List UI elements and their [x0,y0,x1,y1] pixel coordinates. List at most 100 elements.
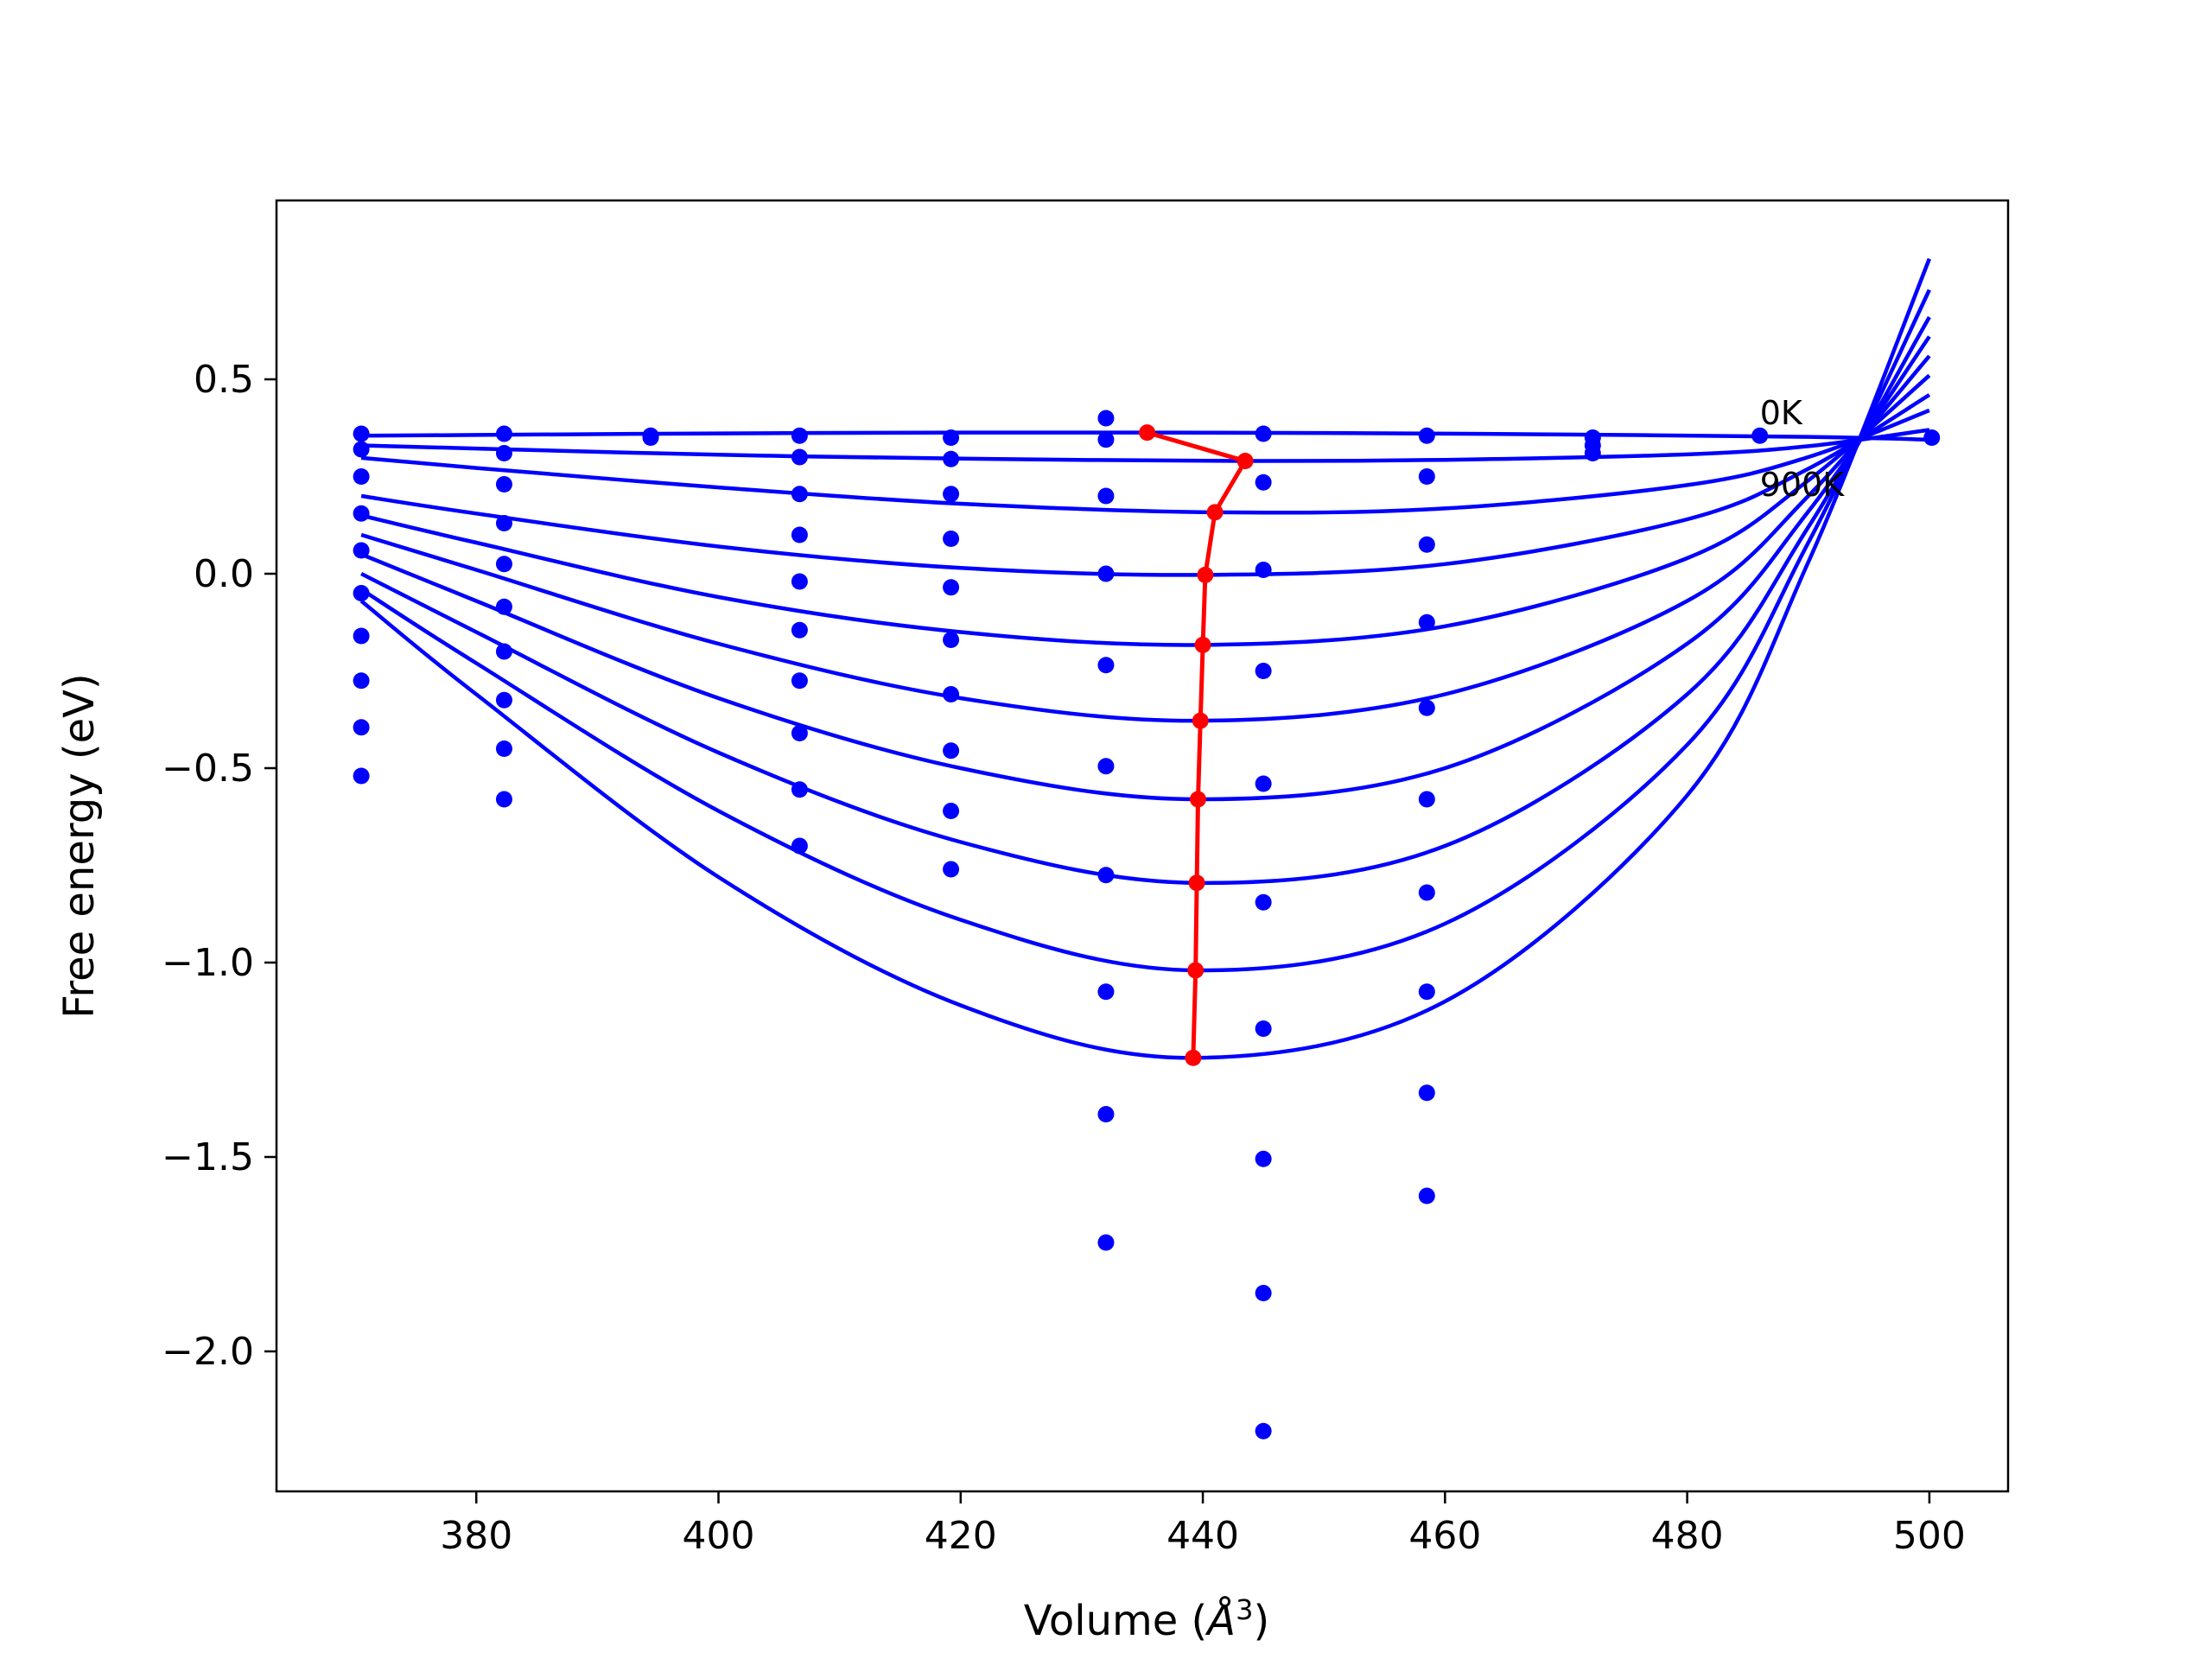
x-axis-ticks: 380 400 420 440 460 480 500 [440,1491,1966,1558]
y-tick-label: 0.5 [194,358,254,402]
data-point [1418,536,1435,553]
data-point [495,643,512,660]
data-point [791,573,808,590]
data-point [791,486,808,503]
minimum-path-line [1146,430,1248,1058]
fit-curve [361,428,1930,463]
data-point [353,542,370,559]
x-tick-label: 480 [1651,1514,1724,1558]
data-point [1418,427,1435,444]
y-tick-label: −1.5 [162,1135,254,1179]
data-point [943,531,960,547]
minimum-point [1187,962,1205,979]
minimum-point [1206,504,1224,521]
data-point [791,725,808,741]
data-point [1418,884,1435,901]
temperature-label: 900K [1760,466,1846,504]
data-point [495,691,512,709]
data-point [1097,867,1115,884]
x-tick-label: 380 [440,1514,512,1558]
temperature-label: 0K [1760,394,1803,432]
minimum-point [1194,636,1211,653]
data-point [1097,431,1115,448]
data-point [791,621,808,639]
minimum-point [1189,791,1206,808]
y-tick-label: −1.0 [162,941,254,985]
data-point [1255,474,1272,491]
data-point [1751,427,1769,444]
x-axis-title-exponent: 3 [1236,1593,1253,1626]
minimum-point [1192,712,1209,729]
x-tick-label: 400 [683,1514,755,1558]
data-point [1584,445,1601,461]
data-point [791,781,808,798]
data-point [353,505,370,522]
x-axis-title-base: Volume ( [1024,1597,1208,1645]
minimum-point [1139,424,1156,442]
data-point [353,767,370,785]
x-tick-label: 420 [925,1514,997,1558]
minimum-point [1236,453,1254,469]
minimum-point [1197,566,1214,583]
data-point [791,526,808,543]
data-point [495,598,512,615]
data-point [353,468,370,485]
minimum-point [1185,1049,1202,1066]
data-point [495,791,512,808]
data-point [1418,613,1435,631]
data-point [1418,1187,1435,1205]
data-point [1097,410,1115,427]
x-tick-label: 460 [1408,1514,1481,1558]
y-axis-title: Free energy (eV) [55,673,104,1018]
data-point [943,686,960,702]
data-point [1418,699,1435,716]
data-point [943,450,960,467]
data-point [1418,468,1435,485]
data-point [353,719,370,736]
x-tick-label: 440 [1166,1514,1239,1558]
data-point [1255,663,1272,679]
data-point [943,486,960,503]
data-point [791,837,808,855]
data-point [791,448,808,466]
data-point [495,445,512,461]
data-point [1255,893,1272,911]
data-point [495,556,512,573]
data-point [943,632,960,648]
data-point [1418,1084,1435,1102]
data-point [1097,1106,1115,1122]
x-tick-label: 500 [1893,1514,1966,1558]
data-point [1255,562,1272,578]
x-axis-title-symbol: Å [1205,1596,1236,1645]
y-axis-ticks: 0.5 0.0 −0.5 −1.0 −1.5 −2.0 [162,358,276,1374]
data-point [353,425,370,442]
y-tick-label: −0.5 [162,747,254,791]
data-point [353,627,370,645]
data-point [1097,657,1115,674]
fit-curve [359,289,1931,973]
data-point [495,741,512,757]
fit-curve [359,257,1931,1060]
data-point [1097,758,1115,775]
data-point [495,515,512,531]
data-point [353,441,370,458]
data-point [943,742,960,760]
data-point [1418,791,1435,808]
data-point [1255,1020,1272,1037]
fit-curve [360,408,1930,515]
fit-curve [360,315,1931,886]
data-point [1255,1285,1272,1301]
x-axis-title-close: ) [1253,1597,1269,1645]
data-point [791,427,808,444]
data-point [1418,983,1435,1001]
data-point [1255,1150,1272,1167]
data-point [1255,1422,1272,1440]
fit-curves [359,257,1931,1060]
x-axis-title: Volume (Å3) [1024,1593,1269,1645]
data-point [495,425,512,442]
data-point [943,803,960,819]
data-point [1097,487,1115,505]
data-point [1255,775,1272,792]
